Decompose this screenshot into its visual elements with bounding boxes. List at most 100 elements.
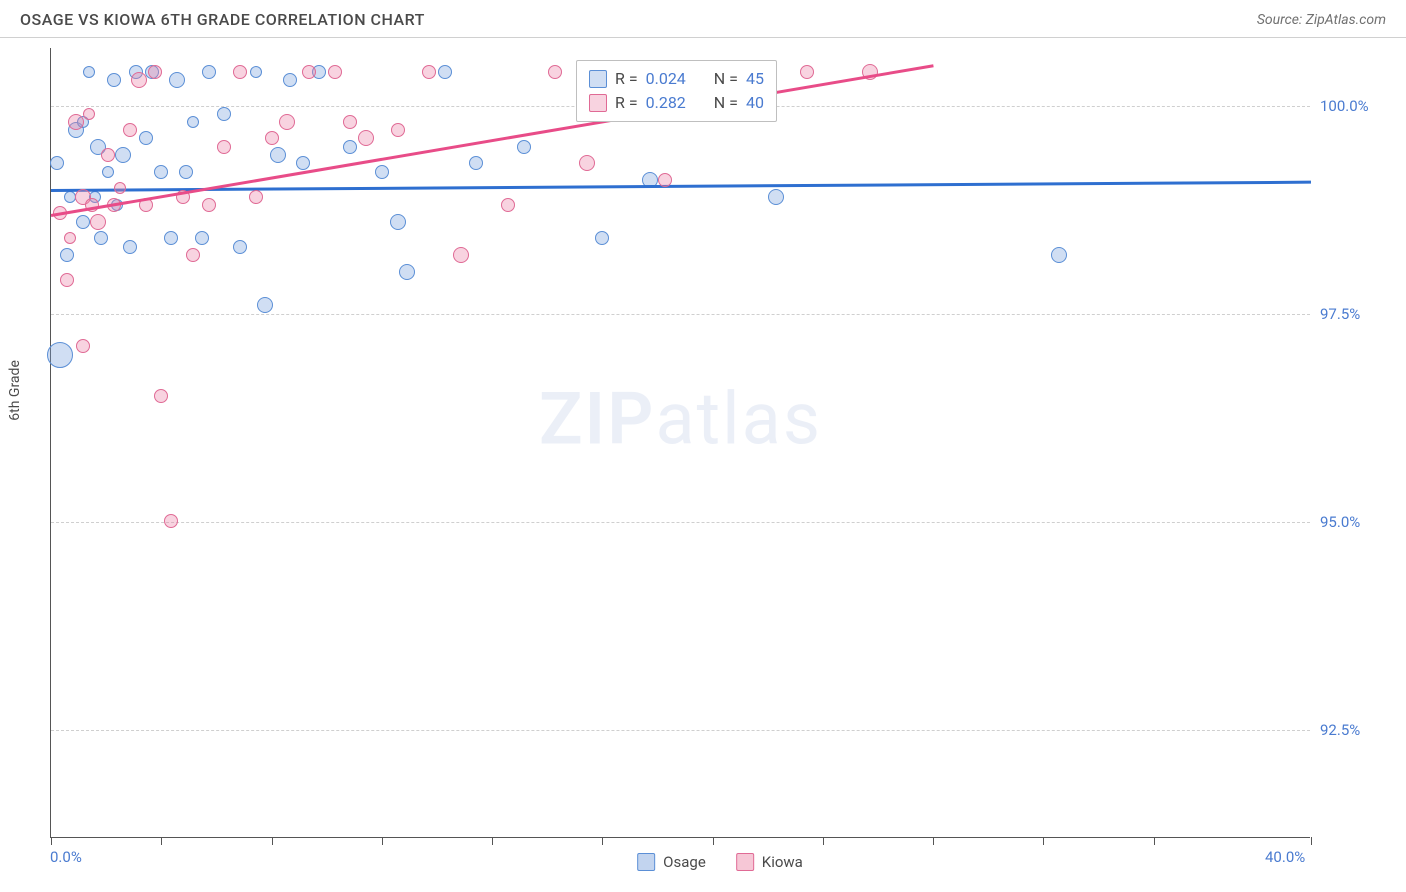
series-legend: Osage Kiowa (637, 853, 803, 871)
data-point (658, 173, 672, 187)
data-point (154, 165, 168, 179)
data-point (501, 198, 515, 212)
data-point (115, 147, 131, 163)
data-point (202, 65, 216, 79)
data-point (50, 156, 64, 170)
data-point (375, 165, 389, 179)
data-point (469, 156, 483, 170)
data-point (249, 190, 263, 204)
data-point (391, 123, 405, 137)
legend-r-label: R = (615, 91, 638, 115)
stats-legend: R = 0.024N = 45R = 0.282N = 40 (576, 60, 777, 122)
data-point (265, 131, 279, 145)
x-tick (51, 837, 52, 845)
data-point (164, 514, 178, 528)
x-tick (933, 837, 934, 845)
data-point (343, 140, 357, 154)
x-tick (1154, 837, 1155, 845)
watermark: ZIPatlas (539, 376, 822, 461)
data-point (179, 165, 193, 179)
data-point (64, 232, 76, 244)
data-point (283, 73, 297, 87)
gridline (51, 314, 1310, 315)
legend-n-label: N = (714, 67, 738, 91)
data-point (60, 273, 74, 287)
stats-legend-row: R = 0.282N = 40 (589, 91, 764, 115)
chart-area: ZIPatlas R = 0.024N = 45R = 0.282N = 40 … (50, 48, 1390, 838)
data-point (94, 231, 108, 245)
data-point (768, 189, 784, 205)
chart-title: OSAGE VS KIOWA 6TH GRADE CORRELATION CHA… (20, 10, 425, 29)
data-point (800, 65, 814, 79)
legend-label: Kiowa (762, 853, 803, 871)
data-point (123, 240, 137, 254)
data-point (202, 198, 216, 212)
data-point (390, 214, 406, 230)
data-point (139, 131, 153, 145)
y-tick-label: 100.0% (1320, 97, 1369, 115)
data-point (257, 297, 273, 313)
data-point (68, 114, 84, 130)
data-point (453, 247, 469, 263)
data-point (399, 264, 415, 280)
chart-header: OSAGE VS KIOWA 6TH GRADE CORRELATION CHA… (0, 0, 1406, 38)
x-tick (382, 837, 383, 845)
chart-source: Source: ZipAtlas.com (1257, 12, 1386, 28)
x-tick (1311, 837, 1312, 845)
data-point (102, 166, 114, 178)
data-point (517, 140, 531, 154)
data-point (328, 65, 342, 79)
data-point (148, 65, 162, 79)
data-point (169, 72, 185, 88)
legend-swatch (589, 70, 607, 88)
gridline (51, 522, 1310, 523)
y-tick-label: 92.5% (1320, 721, 1360, 739)
legend-r-value: 0.282 (646, 91, 686, 115)
y-tick-label: 97.5% (1320, 305, 1360, 323)
legend-label: Osage (663, 853, 706, 871)
data-point (270, 147, 286, 163)
gridline (51, 730, 1310, 731)
data-point (76, 215, 90, 229)
data-point (47, 342, 73, 368)
data-point (83, 66, 95, 78)
legend-swatch (736, 853, 754, 871)
legend-item: Osage (637, 853, 706, 871)
data-point (107, 73, 121, 87)
x-tick-label: 0.0% (50, 848, 82, 866)
x-tick (492, 837, 493, 845)
data-point (233, 65, 247, 79)
legend-item: Kiowa (736, 853, 803, 871)
data-point (343, 115, 357, 129)
data-point (422, 65, 436, 79)
data-point (233, 240, 247, 254)
x-tick (713, 837, 714, 845)
data-point (187, 116, 199, 128)
x-tick (823, 837, 824, 845)
legend-n-label: N = (714, 91, 738, 115)
data-point (195, 231, 209, 245)
data-point (101, 148, 115, 162)
data-point (250, 66, 262, 78)
y-axis-label: 6th Grade (7, 360, 23, 421)
data-point (131, 72, 147, 88)
data-point (164, 231, 178, 245)
stats-legend-row: R = 0.024 N = 45 (589, 67, 764, 91)
data-point (279, 114, 295, 130)
data-point (296, 156, 310, 170)
data-point (579, 155, 595, 171)
data-point (217, 107, 231, 121)
data-point (548, 65, 562, 79)
data-point (154, 389, 168, 403)
x-tick-label: 40.0% (1265, 848, 1305, 866)
legend-r-label: R = (615, 67, 638, 91)
data-point (123, 123, 137, 137)
data-point (595, 231, 609, 245)
data-point (217, 140, 231, 154)
data-point (83, 108, 95, 120)
data-point (1051, 247, 1067, 263)
x-tick (272, 837, 273, 845)
x-tick (1043, 837, 1044, 845)
legend-n-value: 45 (746, 67, 764, 91)
legend-r-value: 0.024 (646, 67, 686, 91)
